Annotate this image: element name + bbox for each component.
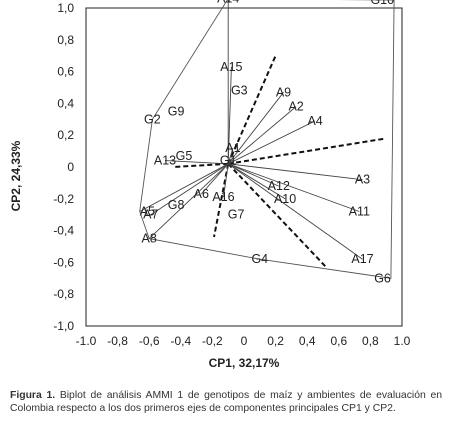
sector-line-5 [172,162,229,168]
sector-line-4 [213,163,230,238]
genotype-label-g3: G3 [231,84,248,98]
vector-a9 [227,92,284,165]
vector-a2 [227,106,297,165]
x-tick-label: 0,6 [330,334,347,348]
figure-caption: Figura 1. Biplot de análisis AMMI 1 de g… [10,389,442,415]
genotype-label-g7: G7 [228,208,245,222]
vector-a7 [150,163,229,216]
environment-label-a16: A16 [212,190,234,204]
vector-a16 [223,163,229,198]
y-tick-label: 1,0 [57,1,74,15]
plot-frame [85,7,403,327]
vector-a4 [228,120,316,165]
environment-label-a12: A12 [268,179,290,193]
vector-a17 [227,163,363,260]
environment-label-a9: A9 [276,85,291,99]
vector-a13 [164,160,229,165]
environment-label-a4: A4 [307,114,322,128]
x-axis-title: CP1, 32,17% [209,356,280,370]
vector-a5 [139,163,229,212]
vector-a6 [200,163,229,195]
genotype-label-g9: G9 [168,104,185,118]
genotype-label-g6: G6 [374,271,391,285]
environment-label-a6: A6 [194,187,209,201]
vector-a1 [227,147,234,164]
x-tick-label: -1.0 [76,334,97,348]
genotype-label-g10: G10 [370,0,394,7]
x-tick-label: -0,4 [170,334,191,348]
x-tick-label: -0,2 [202,334,223,348]
hull-polygon [139,0,395,279]
x-tick-label: -0,6 [139,334,160,348]
environment-label-a5: A5 [140,205,155,219]
vector-a3 [228,163,363,181]
environment-label-a1: A1 [225,141,240,155]
sector-lines [172,55,387,268]
x-tick-label: 0 [241,334,248,348]
environment-vectors [139,0,363,260]
x-tick-label: 0,8 [362,334,379,348]
environment-label-a2: A2 [288,100,303,114]
y-tick-label: -1,0 [53,319,74,333]
vector-a15 [227,66,232,164]
y-tick-label: 0 [67,160,74,174]
y-tick-label: -0,4 [53,224,74,238]
y-tick-label: -0,2 [53,192,74,206]
vector-a8 [148,163,229,239]
vector-a12 [228,163,279,187]
environment-label-a11: A11 [349,205,370,219]
vector-a11 [228,163,360,212]
genotype-label-g2: G2 [144,112,161,126]
vector-a10 [227,163,286,200]
y-tick-label: 0,4 [57,96,74,110]
caption-label: Figura 1. [10,390,56,401]
environment-label-a3: A3 [355,173,370,187]
genotype-label-g1: G1 [220,154,237,168]
y-axis-title: CP2, 24,33% [9,140,23,211]
genotype-label-g4: G4 [251,252,268,266]
environment-label-a15: A15 [220,60,242,74]
x-tick-labels: -1.0 -0,8 -0,6 -0,4 -0,2 0 0,2 0,4 0,6 0,8 1.0 [76,334,411,348]
x-tick-label: 1.0 [394,334,411,348]
caption-text: Biplot de análisis AMMI 1 de genotipos d… [10,390,443,414]
x-tick-label: 0,4 [299,334,316,348]
environment-label-a8: A8 [142,232,157,246]
convex-hull [139,0,395,279]
genotype-label-g8: G8 [168,198,185,212]
environment-label-a14: A14 [217,0,239,6]
biplot-chart: G1 G2 G3 G4 G5 G6 G7 G8 G9 G10 A1 A2 A3 A4 A5 A6 A7 A8 A9 A… [9,0,411,370]
genotype-label-g5: G5 [176,149,193,163]
y-tick-labels: 1,0 0,8 0,6 0,4 0,2 0 -0,2 -0,4 -0,6 -0,8 -1,0 [53,1,74,333]
sector-line-1 [227,55,277,165]
environment-label-a17: A17 [351,252,373,266]
y-tick-label: 0,8 [57,33,74,47]
environment-label-a10: A10 [274,192,296,206]
x-tick-label: 0,2 [267,334,284,348]
environment-label-a13: A13 [154,154,176,168]
y-tick-label: 0,6 [57,65,74,79]
y-tick-label: -0,8 [53,287,74,301]
sector-line-2 [228,137,387,165]
y-tick-label: 0,2 [57,128,74,142]
y-tick-label: -0,6 [53,255,74,269]
point-labels: G1 G2 G3 G4 G5 G6 G7 G8 G9 G10 A1 A2 A3 A4 A5 A6 A7 A8 A9 A… [140,0,394,285]
x-tick-label: -0,8 [107,334,128,348]
environment-label-a7: A7 [143,208,158,222]
